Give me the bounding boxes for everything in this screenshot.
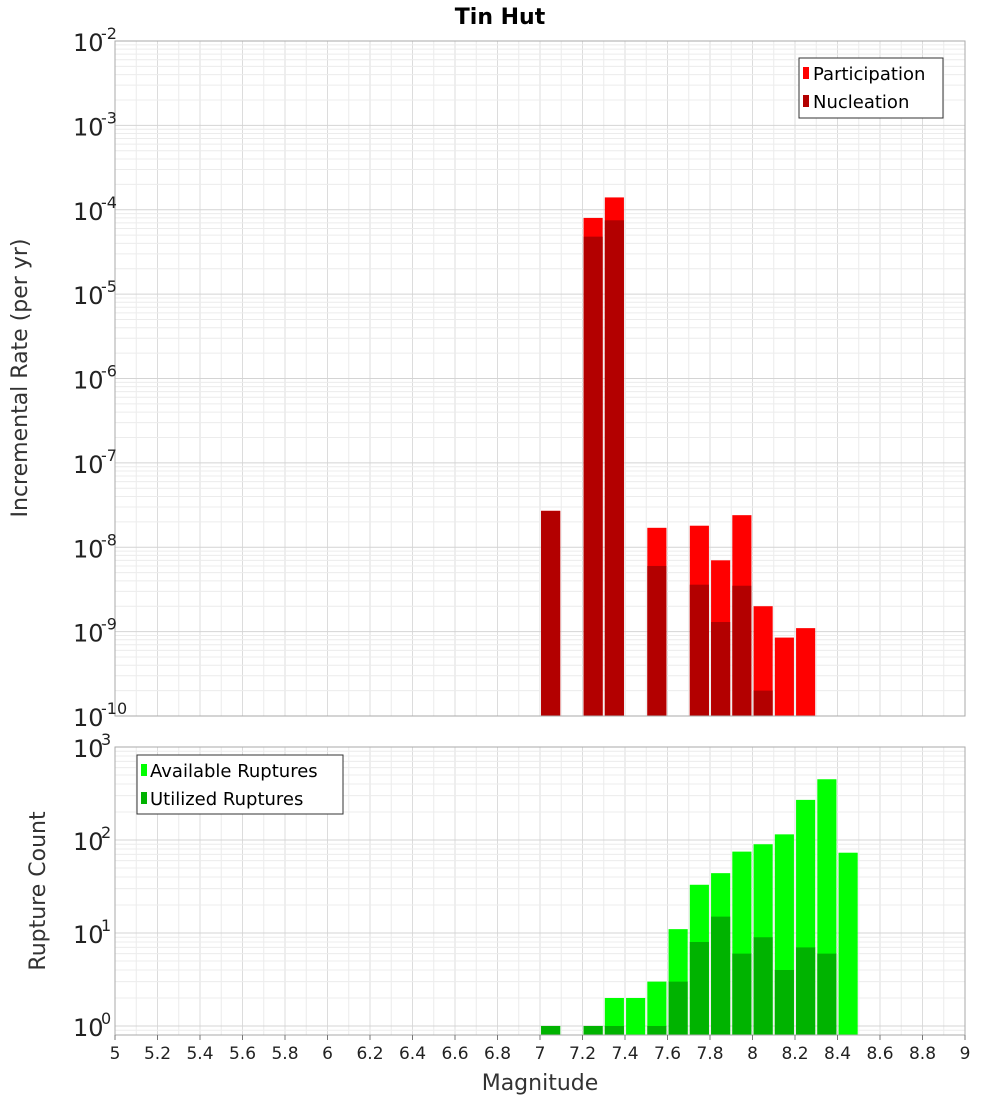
bottom-bar-utilized-ruptures	[711, 916, 731, 1035]
x-tick-label: 5.4	[186, 1044, 213, 1064]
bottom-y-tick-exponent: 0	[101, 1009, 111, 1028]
bottom-bar-utilized-ruptures	[647, 1025, 667, 1035]
bottom-y-tick-exponent: 3	[101, 730, 111, 749]
x-tick-label: 8	[747, 1044, 758, 1064]
top-bar-nucleation	[647, 565, 667, 716]
bottom-legend: Available Ruptures Utilized Ruptures	[136, 754, 344, 815]
bottom-bar-available-ruptures	[838, 852, 858, 1035]
legend-swatch-utilized	[141, 792, 147, 804]
top-y-tick-label: 10	[73, 113, 104, 141]
x-tick-label: 5.6	[229, 1044, 256, 1064]
x-tick-label: 8.8	[909, 1044, 936, 1064]
top-bar-nucleation	[689, 584, 709, 716]
x-axis-label: Magnitude	[482, 1071, 599, 1096]
x-tick-label: 7.4	[611, 1044, 638, 1064]
x-tick-label: 5.8	[271, 1044, 298, 1064]
legend-label-nucleation: Nucleation	[813, 92, 909, 113]
top-bar-nucleation	[604, 220, 624, 717]
bottom-bar-utilized-ruptures	[668, 981, 688, 1035]
bottom-bar-utilized-ruptures	[817, 953, 837, 1035]
chart-title: Tin Hut	[455, 5, 546, 30]
x-tick-label: 9	[960, 1044, 971, 1064]
x-tick-label: 6.8	[484, 1044, 511, 1064]
bottom-bar-available-ruptures	[647, 981, 667, 1035]
legend-swatch-participation	[803, 67, 809, 79]
bottom-y-tick-exponent: 1	[101, 916, 111, 935]
bottom-y-tick-label: 10	[73, 1014, 104, 1042]
legend-swatch-nucleation	[803, 95, 809, 107]
top-bar-nucleation	[753, 690, 773, 716]
top-y-tick-label: 10	[73, 451, 104, 479]
top-bar-nucleation	[583, 236, 603, 716]
top-bar-nucleation	[732, 585, 752, 716]
top-plot-grid	[114, 40, 966, 717]
bottom-bar-utilized-ruptures	[774, 969, 794, 1035]
x-tick-label: 6.2	[356, 1044, 383, 1064]
legend-label-available: Available Ruptures	[150, 761, 318, 782]
x-tick-label: 7.6	[654, 1044, 681, 1064]
legend-label-participation: Participation	[813, 64, 925, 85]
bottom-y-tick-exponent: 2	[101, 823, 111, 842]
x-tick-label: 6.6	[441, 1044, 468, 1064]
top-y-tick-label: 10	[73, 535, 104, 563]
top-y-tick-label: 10	[73, 620, 104, 648]
x-tick-label: 5.2	[144, 1044, 171, 1064]
top-y-tick-exponent: -10	[101, 699, 127, 718]
top-bar-nucleation	[711, 622, 731, 716]
top-y-axis-label: Incremental Rate (per yr)	[8, 239, 33, 518]
x-tick-label: 6	[322, 1044, 333, 1064]
top-y-tick-label: 10	[73, 29, 104, 57]
top-y-tick-exponent: -8	[101, 530, 117, 549]
bottom-bar-utilized-ruptures	[541, 1025, 561, 1035]
bottom-bar-utilized-ruptures	[583, 1025, 603, 1035]
top-bar-nucleation	[541, 510, 561, 716]
top-legend: Participation Nucleation	[798, 57, 944, 119]
top-bar-participation	[774, 637, 794, 716]
top-y-tick-label: 10	[73, 704, 104, 732]
bottom-bar-available-ruptures	[626, 997, 646, 1035]
legend-swatch-available	[141, 764, 147, 776]
top-y-tick-exponent: -4	[101, 193, 117, 212]
x-tick-label: 8.2	[781, 1044, 808, 1064]
x-tick-label: 7	[535, 1044, 546, 1064]
bottom-legend-box	[136, 754, 344, 815]
x-tick-label: 8.4	[824, 1044, 851, 1064]
top-y-tick-exponent: -2	[101, 24, 117, 43]
top-y-tick-label: 10	[73, 198, 104, 226]
bottom-bar-utilized-ruptures	[689, 942, 709, 1035]
top-y-tick-exponent: -5	[101, 277, 117, 296]
bottom-y-axis-label: Rupture Count	[26, 811, 51, 971]
top-y-tick-exponent: -3	[101, 108, 117, 127]
bottom-bar-utilized-ruptures	[753, 937, 773, 1035]
bottom-y-tick-label: 10	[73, 921, 104, 949]
bottom-plot-bars	[541, 779, 858, 1035]
top-y-ticks: 10-210-310-410-510-610-710-810-910-10	[73, 24, 127, 732]
x-tick-label: 6.4	[399, 1044, 426, 1064]
top-y-tick-exponent: -7	[101, 446, 117, 465]
top-bar-participation	[753, 606, 773, 716]
x-tick-label: 7.8	[696, 1044, 723, 1064]
top-y-tick-exponent: -9	[101, 615, 117, 634]
x-ticks: 5 5.2 5.4 5.6 5.8 6 6.2 6.4 6.6 6.8 7 7.2 7.4 7.6 7.8 8…	[110, 1035, 971, 1064]
top-plot-frame	[114, 40, 966, 717]
bottom-bar-available-ruptures	[604, 997, 624, 1035]
bottom-y-tick-label: 10	[73, 828, 104, 856]
bottom-y-tick-label: 10	[73, 735, 104, 763]
top-y-tick-exponent: -6	[101, 362, 117, 381]
top-legend-box	[798, 57, 944, 119]
bottom-bar-utilized-ruptures	[796, 947, 816, 1035]
top-y-tick-label: 10	[73, 282, 104, 310]
top-y-tick-label: 10	[73, 367, 104, 395]
legend-label-utilized: Utilized Ruptures	[150, 789, 303, 810]
top-plot-bars	[541, 197, 816, 717]
x-tick-label: 7.2	[569, 1044, 596, 1064]
x-tick-label: 5	[110, 1044, 121, 1064]
x-tick-label: 8.6	[866, 1044, 893, 1064]
top-bar-participation	[796, 628, 816, 716]
bottom-bar-utilized-ruptures	[732, 953, 752, 1035]
bottom-bar-utilized-ruptures	[604, 1025, 624, 1035]
